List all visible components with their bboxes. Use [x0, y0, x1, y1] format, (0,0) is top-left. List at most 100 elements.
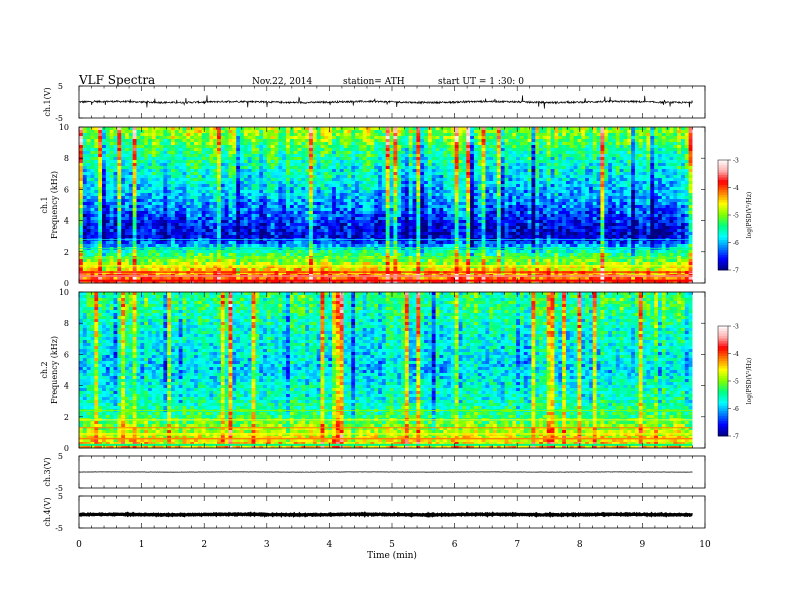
spectrogram-cell: [473, 157, 479, 161]
spectrogram-cell: [312, 154, 318, 158]
spectrogram-cell: [301, 172, 306, 176]
spectrogram-cell: [416, 154, 421, 158]
spectrogram-cell: [197, 208, 203, 212]
spectrogram-cell: [577, 166, 582, 170]
spectrogram-cell: [631, 196, 636, 200]
spectrogram-cell: [236, 169, 241, 173]
spectrogram-cell: [569, 157, 575, 161]
spectrogram-cell: [454, 151, 459, 155]
waveform-channel-label: ch.3(V): [43, 457, 52, 486]
spectrogram-cell: [596, 166, 601, 170]
spectrogram-cell: [224, 205, 229, 209]
spectrogram-cell: [259, 169, 264, 173]
spectrogram-cell: [255, 127, 260, 131]
spectrogram-cell: [604, 157, 609, 161]
spectrogram-cell: [554, 169, 559, 173]
spectrogram-cell: [251, 127, 256, 131]
spectrogram-cell: [309, 136, 314, 140]
spectrogram-cell: [140, 196, 145, 200]
spectrogram-cell: [642, 175, 647, 179]
spectrogram-cell: [500, 157, 505, 161]
spectrogram-cell: [569, 211, 575, 215]
spectrogram-cell: [661, 160, 667, 164]
spectrogram-cell: [243, 163, 249, 167]
spectrogram-cell: [657, 199, 663, 203]
spectrogram-cell: [416, 208, 421, 212]
spectrogram-cell: [366, 211, 371, 215]
spectrogram-cell: [209, 172, 214, 176]
spectrogram-cell: [435, 133, 440, 137]
spectrogram-cell: [79, 148, 84, 152]
spectrogram-cell: [401, 184, 406, 188]
spectrogram-cell: [562, 184, 567, 188]
spectrogram-cell: [573, 127, 578, 131]
spectrogram-cell: [508, 178, 513, 182]
spectrogram-cell: [351, 145, 356, 149]
spectrogram-cell: [121, 151, 126, 155]
spectrogram-cell: [167, 193, 172, 197]
spectrogram-cell: [397, 136, 402, 140]
spectrogram-cell: [182, 196, 187, 200]
spectrogram-cell: [573, 193, 578, 197]
spectrogram-cell: [657, 142, 663, 146]
spectrogram-cell: [401, 169, 406, 173]
spectrogram-cell: [596, 208, 601, 212]
spectrogram-cell: [389, 172, 394, 176]
spectrogram-cell: [266, 136, 272, 140]
spectrogram-cell: [615, 190, 621, 194]
spectrogram-cell: [159, 178, 164, 182]
spectrogram-cell: [347, 175, 352, 179]
spectrogram-cell: [634, 181, 640, 185]
spectrogram-cell: [646, 139, 651, 143]
spectrogram-cell: [209, 184, 214, 188]
spectrogram-cell: [680, 193, 686, 197]
spectrogram-cell: [535, 145, 540, 149]
spectrogram-cell: [339, 184, 344, 188]
spectrogram-cell: [144, 205, 149, 209]
spectrogram-cell: [136, 130, 141, 134]
spectrogram-cell: [542, 196, 548, 200]
spectrogram-cell: [661, 163, 667, 167]
spectrogram-cell: [190, 166, 195, 170]
spectrogram-cell: [182, 178, 187, 182]
spectrogram-cell: [190, 148, 195, 152]
spectrogram-cell: [320, 202, 325, 206]
spectrogram-cell: [389, 157, 394, 161]
spectrogram-cell: [282, 163, 287, 167]
spectrogram-cell: [619, 202, 624, 206]
spectrogram-cell: [186, 133, 191, 137]
spectrogram-cell: [470, 157, 475, 161]
spectrogram-cell: [669, 163, 674, 167]
spectrogram-cell: [324, 163, 329, 167]
spectrogram-cell: [554, 208, 559, 212]
spectrogram-cell: [301, 157, 306, 161]
spectrogram-cell: [217, 205, 222, 209]
spectrogram-cell: [347, 184, 352, 188]
spectrogram-cell: [236, 187, 241, 191]
spectrogram-cell: [105, 187, 111, 191]
spectrogram-cell: [82, 211, 88, 215]
spectrogram-cell: [504, 172, 509, 176]
spectrogram-cell: [512, 205, 517, 209]
spectrogram-cell: [182, 208, 187, 212]
spectrogram-cell: [90, 199, 95, 203]
spectrogram-cell: [351, 205, 356, 209]
spectrogram-cell: [516, 199, 521, 203]
spectrogram-cell: [393, 178, 398, 182]
spectrogram-cell: [550, 184, 555, 188]
spectrogram-cell: [320, 157, 325, 161]
spectrogram-cell: [404, 193, 410, 197]
spectrogram-cell: [140, 178, 145, 182]
spectrogram-cell: [178, 196, 183, 200]
spectrogram-cell: [608, 148, 613, 152]
spectrogram-cell: [608, 172, 613, 176]
spectrogram-cell: [389, 199, 394, 203]
spectrogram-cell: [270, 163, 275, 167]
spectrogram-cell: [485, 187, 490, 191]
spectrogram-cell: [316, 127, 321, 131]
spectrogram-cell: [151, 154, 157, 158]
spectrogram-cell: [236, 205, 241, 209]
spectrogram-cell: [481, 130, 486, 134]
spectrogram-cell: [128, 139, 134, 143]
spectrogram-cell: [282, 160, 287, 164]
